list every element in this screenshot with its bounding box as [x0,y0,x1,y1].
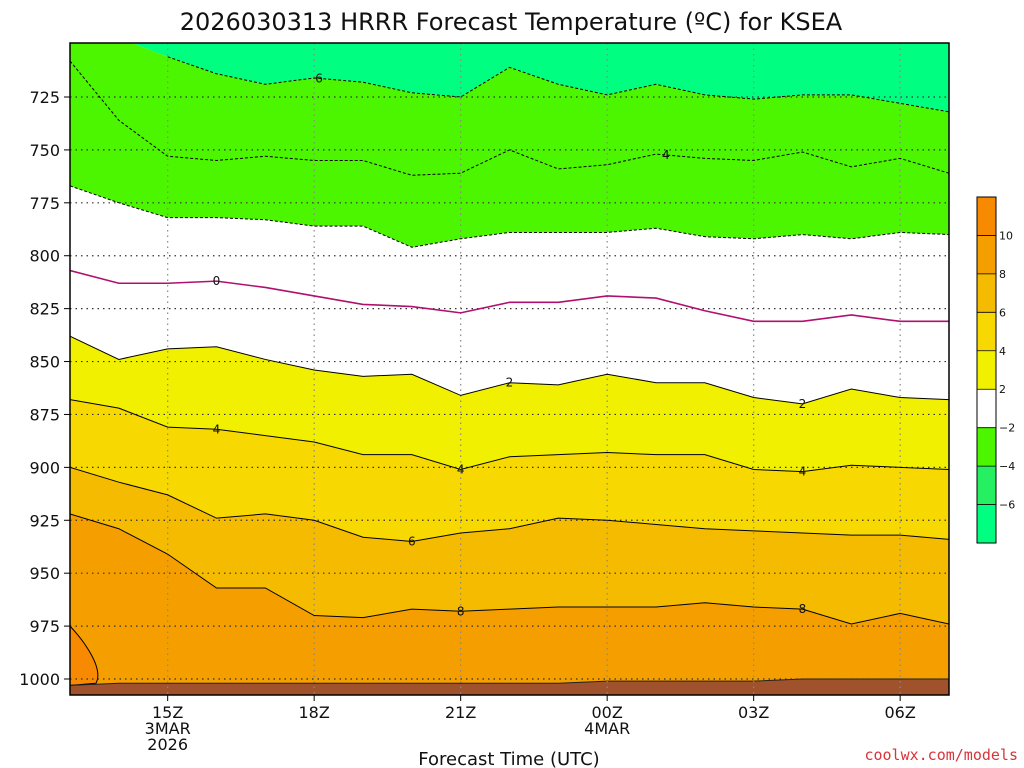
colorbar-label-0: 10 [999,229,1013,242]
y-tick-label-725: 725 [29,88,60,107]
x-tick-label-1-0: 18Z [299,703,330,722]
colorbar: 10 8 6 4 2 −2 −4 −6 [976,196,1015,544]
band-6 [70,513,949,686]
colorbar-label-1: 8 [999,268,1006,281]
isotherm-label-6-0: 6 [408,534,416,548]
isotherm-6 [70,466,949,542]
band-5 [70,467,949,624]
y-tick-label-750: 750 [29,141,60,160]
x-tick-label-0-0: 15Z [152,703,183,722]
band-3 [70,336,949,472]
plot-frame [69,42,950,696]
credit-text: coolwx.com/models [864,746,1018,764]
isotherm-label-1-0: 4 [662,148,670,162]
y-tick-label-825: 825 [29,300,60,319]
y-tick-label-975: 975 [29,617,60,636]
y-tick-label-925: 925 [29,511,60,530]
colorbar-segment-1 [977,235,996,274]
isotherm-0 [167,56,949,113]
isotherm-label-3-0: 0 [213,274,221,288]
colorbar-segment-6 [977,427,996,467]
y-tick-label-875: 875 [29,405,60,424]
colorbar-label-7: −6 [999,499,1015,512]
x-tick-label-2-0: 21Z [445,703,476,722]
colorbar-frame [976,196,997,544]
x-tick-label-3-1: 4MAR [584,719,630,738]
y-tick-label-900: 900 [29,458,60,477]
isotherm-label-5-2: 4 [799,465,807,479]
y-tick-label-950: 950 [29,564,60,583]
isotherm-5 [70,399,949,473]
y-tick-label-775: 775 [29,194,60,213]
isotherm-label-7-1: 8 [799,602,807,616]
isotherm-label-4-0: 2 [506,376,514,390]
band-4 [70,399,949,542]
band-2 [70,185,949,404]
x-tick-label-3-0: 00Z [592,703,623,722]
colorbar-segment-0 [977,197,996,236]
colorbar-label-4: 2 [999,383,1006,396]
colorbar-segment-2 [977,273,996,313]
colorbar-segment-5 [977,389,996,428]
colorbar-segment-7 [977,466,996,505]
band-0 [131,43,949,112]
x-tick-label-0-2: 2026 [147,735,188,754]
colorbar-label-3: 4 [999,345,1006,358]
colorbar-label-2: 6 [999,306,1006,319]
x-axis-label: Forecast Time (UTC) [418,749,599,768]
isotherm-label-0-0: 6 [315,71,323,85]
band-1 [70,43,949,248]
warm-pocket-10 [70,625,99,686]
chart-title: 2026030313 HRRR Forecast Temperature (ºC… [180,8,843,36]
y-tick-label-1000: 1000 [19,670,60,689]
isotherm-label-4-1: 2 [799,397,807,411]
isotherm-label-7-0: 8 [457,604,465,618]
x-tick-label-4-0: 03Z [738,703,769,722]
isotherm-3 [70,269,949,323]
y-axis-ticks: 725 750 775 800 825 850 875 900 925 950 975 1000 [19,88,70,689]
colorbar-segment-8 [977,504,996,543]
band-7 [70,679,949,695]
y-tick-label-800: 800 [29,247,60,266]
isotherm-label-5-1: 4 [457,462,465,476]
isotherm-1 [70,60,949,176]
isotherm-labels: 6 4 0 2 2 4 4 4 6 8 8 [213,71,807,618]
colorbar-label-5: −2 [999,422,1015,435]
colorbar-label-6: −4 [999,460,1015,473]
x-tick-label-5-0: 06Z [885,703,916,722]
x-tick-label-0-1: 3MAR [145,719,191,738]
grid-lines [70,43,949,695]
isotherm-4 [70,335,949,405]
y-tick-label-850: 850 [29,353,60,372]
temperature-bands [70,43,949,695]
isotherm-label-5-0: 4 [213,422,221,436]
isotherm-lines [70,56,949,625]
isotherm-2 [70,185,949,248]
colorbar-segment-4 [977,350,996,390]
isotherm-7 [70,513,949,625]
colorbar-segment-3 [977,312,996,351]
